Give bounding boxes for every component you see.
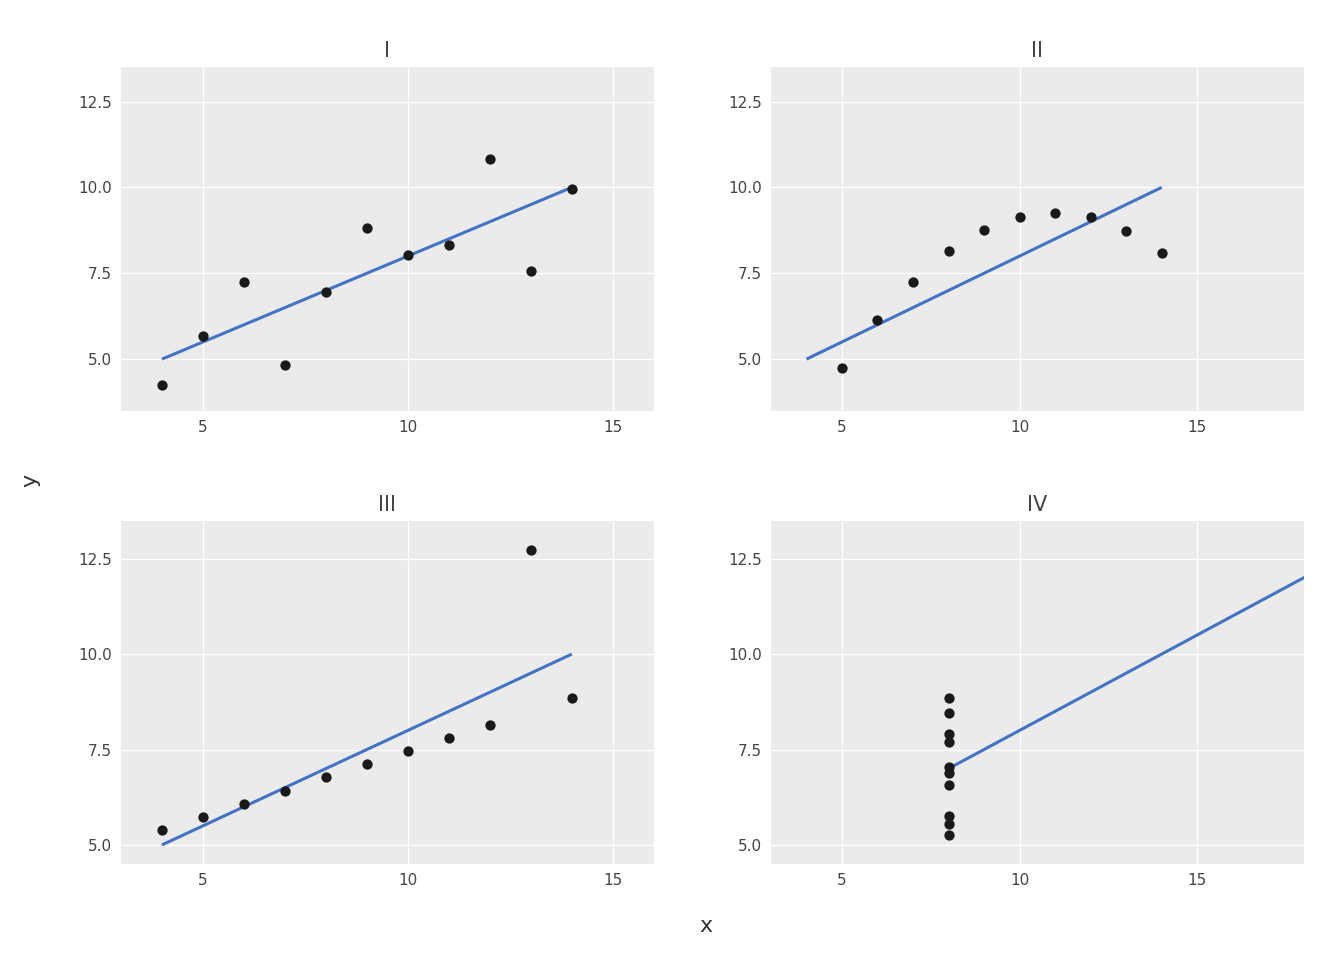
Point — [438, 730, 460, 745]
Point — [938, 726, 960, 741]
Point — [1116, 223, 1137, 238]
Point — [192, 328, 214, 344]
Point — [151, 377, 172, 393]
Point — [902, 274, 923, 289]
Point — [1044, 205, 1066, 221]
Point — [356, 221, 378, 236]
Point — [233, 275, 254, 290]
Point — [938, 765, 960, 780]
Point — [1150, 245, 1172, 260]
Point — [314, 284, 336, 300]
Text: y: y — [20, 473, 40, 487]
Point — [1009, 209, 1031, 225]
Point — [938, 690, 960, 706]
Title: I: I — [384, 41, 390, 61]
Point — [831, 360, 852, 375]
Point — [938, 759, 960, 775]
Point — [314, 770, 336, 785]
Point — [520, 263, 542, 278]
Point — [478, 717, 500, 732]
Point — [1328, 551, 1344, 566]
Point — [973, 222, 995, 237]
Point — [233, 796, 254, 811]
Text: x: x — [699, 916, 712, 936]
Point — [274, 358, 296, 373]
Point — [938, 808, 960, 824]
Point — [151, 823, 172, 838]
Point — [1079, 209, 1101, 225]
Point — [867, 313, 888, 328]
Point — [478, 151, 500, 166]
Point — [274, 783, 296, 799]
Point — [938, 733, 960, 749]
Title: III: III — [379, 494, 396, 515]
Point — [938, 777, 960, 792]
Point — [560, 181, 582, 197]
Point — [938, 816, 960, 831]
Title: II: II — [1031, 41, 1043, 61]
Point — [796, 417, 817, 432]
Point — [938, 244, 960, 259]
Point — [938, 828, 960, 843]
Point — [438, 237, 460, 252]
Point — [356, 756, 378, 772]
Point — [520, 541, 542, 557]
Title: IV: IV — [1027, 494, 1047, 515]
Point — [396, 247, 418, 262]
Point — [938, 705, 960, 720]
Point — [560, 690, 582, 706]
Point — [396, 743, 418, 758]
Point — [192, 809, 214, 825]
